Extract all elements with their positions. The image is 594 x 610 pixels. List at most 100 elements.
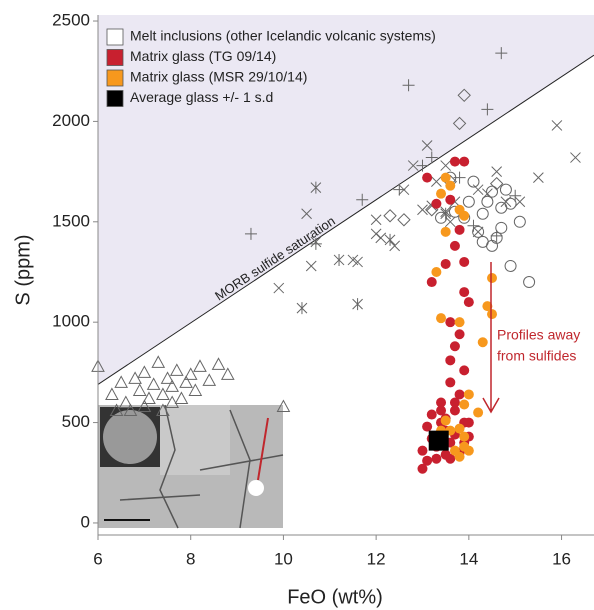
x-axis-title: FeO (wt%) — [287, 586, 383, 608]
legend-label: Matrix glass (TG 09/14) — [130, 48, 276, 64]
x-point — [305, 260, 317, 272]
triangle-point — [156, 387, 170, 400]
plus-point — [416, 159, 429, 172]
triangle-point — [156, 403, 170, 417]
triangle-point — [118, 395, 133, 408]
glass-point — [436, 397, 447, 408]
glass-point — [440, 258, 451, 269]
glass-point — [463, 297, 474, 308]
legend-swatch — [106, 90, 124, 107]
x-tick-label: 10 — [274, 549, 293, 568]
legend-swatch — [106, 49, 124, 66]
plus-point — [425, 151, 438, 164]
triangle-point — [188, 383, 203, 396]
diamond-point — [383, 209, 397, 223]
circle-point — [495, 221, 508, 234]
triangle-point — [142, 391, 156, 404]
glass-point — [454, 329, 465, 340]
glass-point — [487, 309, 498, 320]
glass-point — [431, 453, 442, 464]
triangle-point — [174, 391, 189, 404]
glass-point — [449, 405, 460, 416]
x-tick-label: 14 — [459, 549, 478, 568]
triangle-point — [165, 395, 180, 408]
legend-label: Matrix glass (MSR 29/10/14) — [130, 69, 307, 85]
glass-point — [431, 198, 442, 209]
glass-point — [449, 445, 460, 456]
plus-point — [402, 79, 415, 92]
triangle-point — [132, 383, 147, 396]
plus-point — [356, 193, 369, 206]
triangle-point — [276, 399, 291, 413]
glass-point — [445, 377, 456, 388]
triangle-point — [160, 371, 175, 384]
glass-point — [422, 455, 433, 466]
circle-point — [486, 185, 499, 198]
legend-swatch — [106, 69, 124, 87]
glass-point — [482, 301, 493, 312]
y-tick-label: 1000 — [52, 312, 90, 331]
triangle-point — [137, 365, 152, 378]
glass-point — [436, 313, 447, 324]
triangle-point — [202, 373, 217, 386]
circle-point — [490, 231, 503, 244]
asterisk-point — [352, 298, 363, 311]
circle-point — [504, 259, 517, 272]
plus-point — [481, 103, 494, 116]
plus-point — [467, 219, 480, 232]
glass-point — [449, 397, 460, 408]
y-tick-label: 500 — [62, 412, 90, 431]
glass-point — [459, 256, 470, 267]
glass-point — [449, 156, 460, 167]
triangle-point — [220, 367, 235, 380]
glass-point — [454, 389, 465, 400]
saturation-line — [97, 54, 594, 385]
glass-point — [454, 224, 465, 235]
triangle-point — [137, 399, 152, 413]
triangle-point — [109, 403, 124, 417]
triangle-point — [105, 387, 119, 400]
triangle-point — [123, 403, 138, 417]
triangle-point — [179, 375, 193, 388]
legend-label: Melt inclusions (other Icelandic volcani… — [130, 28, 436, 44]
glass-point — [440, 415, 451, 426]
glass-point — [436, 188, 447, 199]
asterisk-point — [440, 207, 452, 220]
x-tick-label: 6 — [93, 549, 102, 568]
inset-detail-bubble — [103, 410, 157, 464]
inset-grain — [160, 405, 230, 475]
glass-point — [431, 266, 442, 277]
x-point — [570, 152, 581, 163]
glass-point — [473, 407, 484, 418]
glass-point — [440, 226, 451, 237]
x-tick-label: 12 — [367, 549, 386, 568]
y-tick-label: 0 — [81, 512, 90, 531]
glass-point — [459, 365, 470, 376]
x-tick-label: 8 — [186, 549, 195, 568]
triangle-point — [151, 355, 166, 368]
glass-point — [454, 317, 465, 328]
plus-point — [509, 189, 522, 202]
sem-inset — [98, 404, 284, 529]
asterisk-point — [310, 181, 322, 194]
inset-crack — [119, 404, 284, 529]
glass-point — [463, 417, 474, 428]
circle-point — [462, 195, 475, 208]
x-point — [421, 140, 433, 151]
asterisk-point — [333, 253, 345, 266]
x-point — [370, 214, 382, 226]
plus-point — [309, 237, 322, 250]
glass-point — [417, 463, 428, 474]
glass-point — [459, 441, 470, 452]
plot-marks — [91, 47, 581, 474]
x-point — [389, 240, 401, 252]
x-point — [514, 196, 526, 208]
circle-point — [467, 175, 480, 188]
diamond-point — [397, 213, 411, 227]
plus-point — [495, 47, 508, 60]
y-tick-label: 2000 — [52, 111, 90, 130]
x-point — [301, 208, 312, 220]
plus-point — [244, 227, 257, 240]
glass-point — [487, 273, 498, 284]
triangle-point — [183, 367, 198, 380]
